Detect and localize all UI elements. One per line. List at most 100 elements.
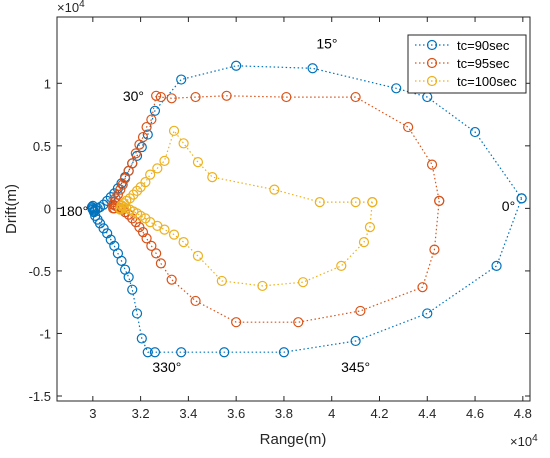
data-point [128,189,139,200]
data-point [278,347,290,358]
data-point [137,131,149,143]
x-exponent-power: 4 [532,433,538,444]
x-tick-label: 4.8 [514,406,532,421]
data-point [102,228,113,239]
data-point [350,335,361,347]
data-point [151,90,162,101]
x-tick-label: 3.8 [275,406,293,421]
x-tick-label: 4.4 [418,406,436,421]
data-point [219,347,230,358]
data-point [403,121,414,133]
legend-entry: tc=95sec [415,56,510,71]
data-point [293,317,304,328]
data-point [358,237,370,248]
data-point [426,159,438,170]
data-point [136,141,147,153]
svg-text:×104: ×104 [57,0,85,15]
data-point [146,240,157,251]
svg-text:×104: ×104 [510,433,538,449]
data-point [350,197,361,208]
data-point [115,184,126,195]
annotation-label: 345° [341,359,370,375]
plot-frame [56,16,531,402]
x-axis-label: Range(m) [260,431,327,448]
data-point [231,317,242,328]
annotation-label: 15° [316,35,337,51]
annotation-label: 30° [123,88,144,104]
y-tick-label: 0.5 [33,139,51,154]
data-point [149,347,161,358]
data-point [336,260,347,272]
legend-entry: tc=90sec [415,38,510,53]
legend-label: tc=95sec [457,56,510,71]
data-point [469,126,481,138]
x-exponent: ×104 [510,433,538,449]
data-point [367,197,378,208]
y-tick-label: 0 [44,201,51,216]
data-point [178,237,189,248]
legend-marker [426,75,438,87]
data-point [516,193,527,204]
data-point [307,63,318,74]
series-line [112,95,440,323]
data-point [231,60,242,71]
data-point [87,200,98,211]
legend-entry: tc=100sec [415,74,517,89]
data-point [141,121,152,133]
legend: tc=90sec tc=95sec tc=100sec [407,34,527,94]
x-tick-label: 3 [89,406,96,421]
data-point [491,260,502,272]
data-point [314,197,325,208]
data-point [355,305,366,317]
data-point [216,275,227,287]
x-tick-label: 3.2 [132,406,150,421]
data-point [434,195,445,206]
data-point [176,347,187,358]
data-point [140,177,151,188]
data-point [105,234,116,245]
annotation-label: 180° [59,203,88,219]
data-point [124,193,135,204]
data-point [178,138,189,149]
annotation-layer: 15° 30° 180° 0° 330° 345° [59,35,515,375]
data-point [168,229,180,240]
data-point [141,233,152,244]
data-point [207,172,218,183]
x-tick-label: 3.6 [227,406,245,421]
legend-marker [426,39,438,51]
data-point [145,169,156,180]
data-point [159,155,170,166]
data-point [350,91,361,103]
data-point [176,74,187,85]
data-point [155,91,167,103]
x-tick-label: 4.2 [370,406,388,421]
legend-label: tc=90sec [457,38,510,53]
y-exponent: ×104 [57,0,85,15]
data-point [140,213,151,224]
x-tick-label: 3.4 [179,406,197,421]
y-tick-label: -1.5 [29,389,51,404]
data-point [192,156,204,168]
data-point [257,280,268,292]
data-point [115,204,126,215]
data-point [297,277,309,288]
data-point [123,272,134,283]
data-point [417,282,428,293]
data-point [192,250,204,262]
x-exponent-base: ×10 [510,434,532,449]
x-tick-label: 4 [328,406,335,421]
data-point [152,163,163,174]
y-exponent-base: ×10 [57,0,79,15]
data-point [391,83,402,94]
y-tick-label: -1 [39,326,51,341]
legend-label: tc=100sec [457,74,517,89]
data-point [116,255,127,267]
data-point [221,90,232,101]
y-axis-label: Drift(m) [3,184,20,234]
data-point [130,148,141,159]
data-point [136,333,147,344]
data-point [166,274,177,285]
y-tick-label: -0.5 [29,264,51,279]
data-point [422,308,433,319]
